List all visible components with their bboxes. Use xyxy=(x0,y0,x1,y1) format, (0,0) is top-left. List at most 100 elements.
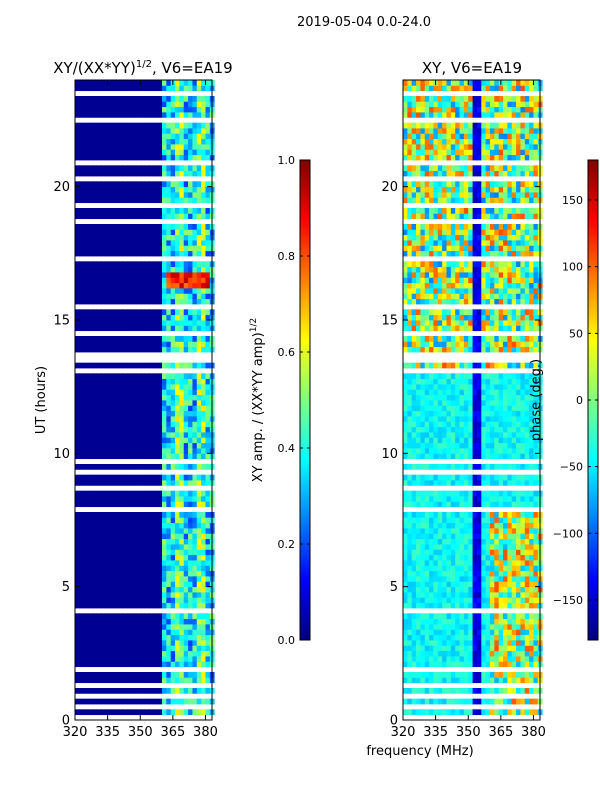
heat-cell xyxy=(179,544,185,550)
heat-cell xyxy=(114,698,119,705)
heat-cell xyxy=(516,496,521,502)
heat-cell xyxy=(179,565,185,572)
heat-cell xyxy=(118,224,124,230)
heat-cell xyxy=(79,640,85,646)
heat-cell xyxy=(433,490,439,497)
heat-cell xyxy=(179,346,185,353)
heat-cell xyxy=(175,298,180,305)
heat-cell xyxy=(411,650,417,657)
heat-cell xyxy=(105,533,111,540)
heat-cell xyxy=(175,288,180,294)
heat-cell xyxy=(494,490,500,497)
heat-cell xyxy=(140,592,145,598)
heat-cell xyxy=(101,85,106,92)
heat-cell xyxy=(424,442,430,449)
heat-cell xyxy=(498,528,504,534)
heat-cell xyxy=(127,154,132,161)
heat-cell xyxy=(516,442,521,449)
heat-cell xyxy=(468,442,473,449)
heat-cell xyxy=(153,517,159,524)
heat-cell xyxy=(118,533,124,540)
heat-cell xyxy=(183,282,189,289)
heat-cell xyxy=(92,394,98,401)
heat-cell xyxy=(188,384,193,390)
heat-cell xyxy=(403,624,408,630)
heat-cell xyxy=(468,464,473,470)
heat-cell xyxy=(88,298,93,305)
heat-cell xyxy=(79,101,85,108)
heat-cell xyxy=(92,522,98,529)
heat-cell xyxy=(153,432,159,438)
heat-cell xyxy=(196,549,202,556)
heat-cell xyxy=(131,362,137,369)
heat-cell xyxy=(416,576,421,582)
heat-cell xyxy=(135,640,141,646)
heat-cell xyxy=(459,709,465,716)
heat-cell xyxy=(188,101,193,108)
heat-cell xyxy=(183,341,189,348)
heat-cell xyxy=(131,618,137,625)
heat-cell xyxy=(170,501,176,508)
heat-cell xyxy=(83,293,89,300)
heat-cell xyxy=(127,581,132,588)
heat-cell xyxy=(489,426,495,433)
heat-cell xyxy=(429,474,434,481)
heat-cell xyxy=(524,410,530,417)
heat-cell xyxy=(101,405,106,412)
heat-cell xyxy=(516,586,521,593)
heat-cell xyxy=(135,384,141,390)
heat-cell xyxy=(131,288,137,294)
heat-cell xyxy=(485,544,491,550)
heat-cell xyxy=(122,442,128,449)
heat-cell xyxy=(153,602,159,609)
heat-cell xyxy=(459,560,465,566)
heat-cell xyxy=(161,512,167,518)
heat-cell xyxy=(201,298,206,305)
heat-cell xyxy=(476,656,482,662)
heat-cell xyxy=(463,416,469,422)
heat-cell xyxy=(188,421,193,428)
heat-cell xyxy=(188,197,193,204)
heat-cell xyxy=(96,570,102,577)
heat-cell xyxy=(411,384,417,390)
heat-cell xyxy=(127,405,132,412)
heat-cell xyxy=(92,442,98,449)
heat-cell xyxy=(135,512,141,518)
heat-cell xyxy=(472,592,478,598)
heat-cell xyxy=(446,650,452,657)
heat-cell xyxy=(498,592,504,598)
heat-cell xyxy=(161,437,167,444)
heat-cell xyxy=(140,85,145,92)
heat-cell xyxy=(83,437,89,444)
heat-cell xyxy=(101,421,106,428)
heat-cell xyxy=(88,496,93,502)
heat-cell xyxy=(114,421,119,428)
heat-cell xyxy=(511,474,517,481)
heat-cell xyxy=(144,602,150,609)
heat-cell xyxy=(485,421,491,428)
heat-cell xyxy=(437,677,443,684)
heat-cell xyxy=(192,234,198,241)
heat-cell xyxy=(135,592,141,598)
heat-cell xyxy=(109,586,115,593)
heat-cell xyxy=(88,154,93,161)
heat-cell xyxy=(157,576,163,582)
heat-cell xyxy=(157,282,163,289)
heat-cell xyxy=(140,522,145,529)
heat-cell xyxy=(157,517,163,524)
heat-cell xyxy=(153,186,159,193)
heat-cell xyxy=(179,229,185,236)
heat-cell xyxy=(140,421,145,428)
heat-cell xyxy=(520,592,526,598)
heat-cell xyxy=(507,405,513,412)
heat-cell xyxy=(463,554,469,561)
heat-cell xyxy=(153,309,159,316)
heat-cell xyxy=(175,421,180,428)
heat-cell xyxy=(511,501,517,508)
heat-cell xyxy=(92,624,98,630)
heat-cell xyxy=(179,400,185,406)
heat-cell xyxy=(118,453,124,460)
heat-cell xyxy=(135,549,141,556)
heat-cell xyxy=(122,416,128,422)
heat-cell xyxy=(157,266,163,273)
